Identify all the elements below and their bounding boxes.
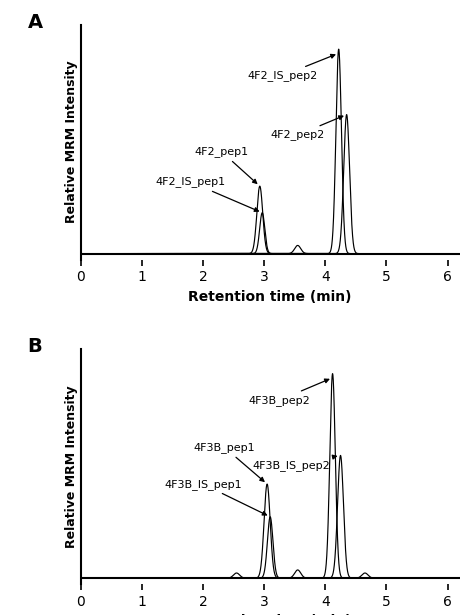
Text: 4F2_pep2: 4F2_pep2: [271, 116, 343, 140]
Text: 4F3B_pep1: 4F3B_pep1: [193, 442, 264, 482]
Text: A: A: [27, 13, 43, 32]
Text: 4F2_IS_pep1: 4F2_IS_pep1: [155, 177, 258, 212]
Y-axis label: Relative MRM Intensity: Relative MRM Intensity: [65, 61, 78, 223]
Text: 4F2_IS_pep2: 4F2_IS_pep2: [247, 54, 335, 81]
Text: 4F3B_IS_pep1: 4F3B_IS_pep1: [164, 478, 266, 515]
X-axis label: Retention time (min): Retention time (min): [189, 290, 352, 304]
X-axis label: Retention time (min): Retention time (min): [189, 614, 352, 615]
Text: 4F3B_pep2: 4F3B_pep2: [248, 379, 328, 406]
Text: B: B: [27, 338, 42, 356]
Text: 4F2_pep1: 4F2_pep1: [194, 146, 257, 183]
Y-axis label: Relative MRM Intensity: Relative MRM Intensity: [65, 386, 78, 548]
Text: 4F3B_IS_pep2: 4F3B_IS_pep2: [253, 455, 337, 471]
